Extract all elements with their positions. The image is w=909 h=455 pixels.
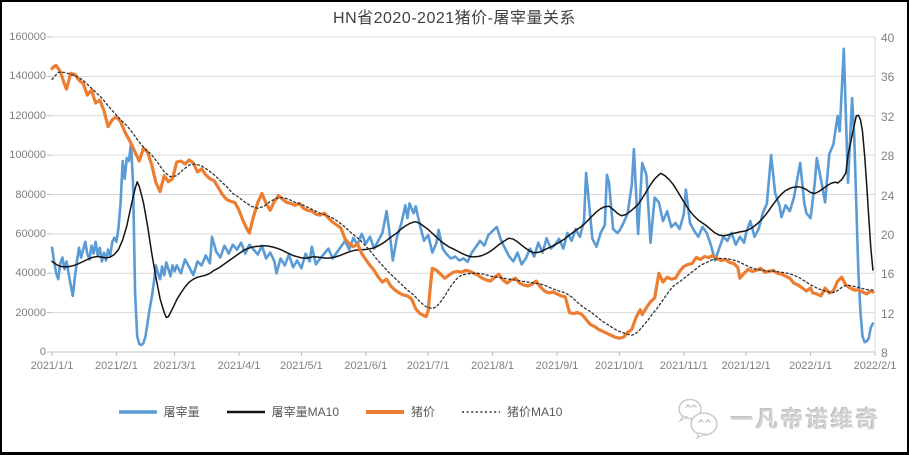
legend-label: 猪价MA10: [507, 405, 563, 419]
x-tick-label: 2021/5/1: [279, 360, 323, 372]
series-line-猪价MA10: [51, 71, 874, 336]
x-tick-label: 2021/10/1: [594, 360, 644, 372]
x-tick-label: 2021/6/1: [344, 360, 388, 372]
x-tick-label: 2021/8/1: [471, 360, 514, 372]
y-left-tick-label: 0: [39, 346, 46, 358]
y-left-tick-label: 100000: [9, 149, 46, 162]
legend-item-猪价MA10: 猪价MA10: [461, 403, 562, 420]
legend-line-sample: [118, 409, 157, 414]
legend-line-sample: [226, 410, 265, 413]
x-tick-label: 2021/3/1: [153, 360, 197, 372]
y-left-tick-label: 60000: [15, 227, 46, 240]
y-left-tick-label: 80000: [15, 188, 46, 201]
watermark: 一凡帝诺维奇: [675, 396, 881, 440]
y-right-tick-label: 24: [881, 188, 895, 203]
y-right-tick-label: 16: [881, 267, 895, 282]
x-tick-label: 2021/9/1: [535, 360, 579, 372]
y-right-tick-label: 28: [881, 149, 895, 164]
watermark-text: 一凡帝诺维奇: [730, 407, 881, 432]
x-tick-label: 2022/2/1: [853, 360, 897, 372]
legend-label: 屠宰量: [163, 405, 200, 419]
legend-line-sample: [366, 409, 404, 414]
x-tick-label: 2021/12/1: [721, 360, 771, 372]
legend-item-屠宰量: 屠宰量: [118, 403, 200, 420]
x-tick-label: 2022/1/1: [789, 360, 832, 372]
y-right-tick-label: 20: [881, 227, 895, 242]
x-tick-label: 2021/7/1: [406, 360, 450, 372]
y-right-tick-label: 40: [881, 31, 895, 45]
y-left-tick-label: 20000: [15, 306, 46, 319]
chart-legend: 屠宰量 屠宰量MA10 猪价 猪价MA10: [0, 403, 680, 420]
legend-item-屠宰量MA10: 屠宰量MA10: [226, 403, 339, 420]
series-line-屠宰量MA10: [51, 114, 874, 319]
y-right-tick-label: 32: [881, 109, 895, 124]
y-right-tick-label: 8: [881, 346, 888, 360]
x-tick-label: 2021/1/1: [30, 360, 74, 372]
x-tick-label: 2021/4/1: [217, 360, 261, 372]
y-right-tick-label: 36: [881, 70, 895, 85]
series-line-猪价: [50, 63, 875, 340]
y-left-tick-label: 140000: [9, 70, 46, 83]
legend-label: 屠宰量MA10: [271, 405, 339, 419]
chart-title: HN省2020-2021猪价-屠宰量关系: [333, 10, 576, 27]
y-left-tick-label: 40000: [15, 267, 46, 280]
x-tick-label: 2021/2/1: [95, 360, 138, 372]
legend-label: 猪价: [411, 405, 436, 419]
y-left-tick-label: 120000: [9, 109, 46, 122]
wechat-icon: [678, 398, 718, 440]
series-line-屠宰量: [50, 47, 875, 347]
y-right-tick-label: 12: [881, 306, 895, 321]
legend-line-sample: [462, 410, 501, 413]
x-tick-label: 2021/11/1: [659, 360, 708, 372]
legend-item-猪价: 猪价: [365, 403, 435, 420]
y-left-tick-label: 160000: [9, 31, 46, 43]
